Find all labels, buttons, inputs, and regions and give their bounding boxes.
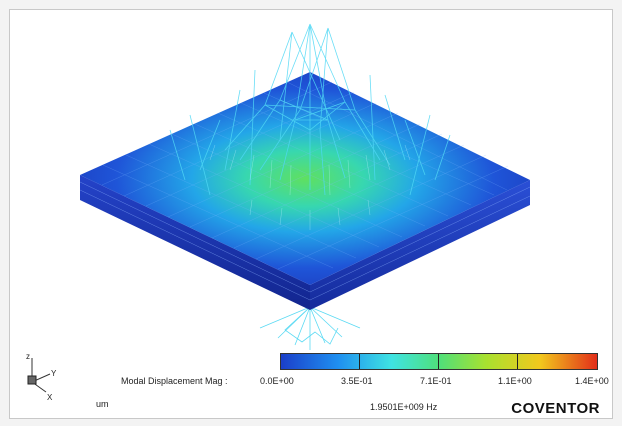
legend-tick-label-1: 3.5E-01 bbox=[341, 376, 373, 386]
color-legend-bar bbox=[280, 353, 598, 370]
axis-triad bbox=[27, 358, 51, 393]
viewport-frame: z Y X Modal Displacement Mag : 0.0E+00 3… bbox=[9, 9, 613, 419]
legend-title: Modal Displacement Mag : bbox=[121, 376, 228, 386]
legend-tick-label-3: 1.1E+00 bbox=[498, 376, 532, 386]
slab-top-surface bbox=[80, 72, 530, 285]
mesh-viewport[interactable]: z Y X bbox=[10, 10, 614, 420]
slab-right-side bbox=[310, 180, 530, 310]
coventor-logo-text: COVENTOR bbox=[511, 400, 600, 417]
surface-vectors bbox=[209, 144, 411, 230]
legend-tick bbox=[359, 354, 360, 369]
axis-y-label: Y bbox=[51, 369, 57, 378]
upper-deformation-spikes bbox=[169, 23, 451, 196]
legend-tick-label-4: 1.4E+00 bbox=[575, 376, 609, 386]
legend-tick-label-2: 7.1E-01 bbox=[420, 376, 452, 386]
legend-tick bbox=[517, 354, 518, 369]
legend-tick bbox=[438, 354, 439, 369]
lower-deformation-spikes bbox=[259, 306, 361, 350]
axis-x-label: X bbox=[47, 393, 53, 402]
slab-left-side bbox=[80, 175, 310, 310]
frequency-label: 1.9501E+009 Hz bbox=[370, 402, 438, 412]
legend-tick-label-0: 0.0E+00 bbox=[260, 376, 294, 386]
axis-z-label: z bbox=[26, 352, 30, 361]
units-label: um bbox=[96, 399, 109, 409]
mesh-grid bbox=[101, 81, 509, 270]
